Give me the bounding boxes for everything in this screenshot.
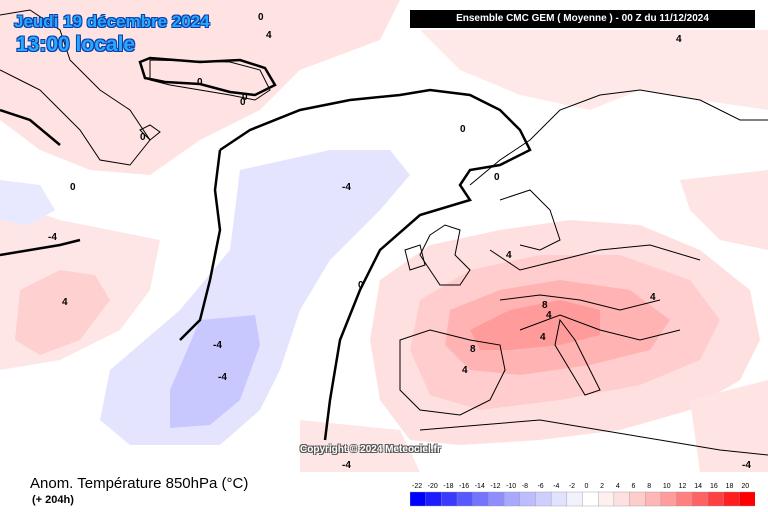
legend-tick-label: 16 [710,483,718,490]
legend-swatch [488,491,505,507]
contour-label: -4 [342,182,351,193]
legend-tick-label: -8 [522,483,528,490]
contour-label: 0 [240,97,246,108]
forecast-date: Jeudi 19 décembre 2024 [14,12,210,31]
legend-swatch [535,491,552,507]
forecast-time: 13:00 locale [16,33,136,56]
legend-tick-label: 8 [647,483,651,490]
legend-swatch [456,491,474,507]
legend-tick-label: -4 [553,483,559,490]
legend-swatch [582,491,599,507]
contour-label: 0 [258,12,264,23]
legend-swatch [723,491,741,507]
legend-swatch [629,491,646,507]
legend-tick-label: 18 [726,483,734,490]
contour-label: 4 [266,30,272,41]
legend-tick-label: -20 [428,483,438,490]
contour-label: -4 [342,460,351,471]
legend-tick-label: 2 [600,483,604,490]
legend-tick-label: -14 [475,483,485,490]
contour-label: -4 [213,340,222,351]
legend-swatch [676,491,693,507]
legend-swatch [660,491,678,507]
legend-tick-label: -22 [412,483,422,490]
contour-label: 0 [197,77,203,88]
legend-swatch [692,491,709,507]
legend-swatch [425,491,443,507]
contour-label: 0 [70,182,76,193]
contour-label: 4 [676,34,682,45]
legend-tick-label: 6 [632,483,636,490]
legend-swatch [645,491,662,507]
contour-label: 0 [140,132,146,143]
legend-tick-label: -6 [537,483,543,490]
contour-label: 0 [494,172,500,183]
legend-tick-label: -18 [443,483,453,490]
legend-swatch [707,491,725,507]
legend-tick-label: 0 [585,483,589,490]
legend-swatch [503,491,521,507]
legend-tick-label: -2 [569,483,575,490]
contour-label: 4 [506,250,512,261]
legend-swatch [472,491,490,507]
legend-swatch [550,491,568,507]
legend-swatch [410,491,427,507]
lead-time: (+ 204h) [32,494,74,506]
legend-tick-label: -12 [490,483,500,490]
legend-swatch [566,491,584,507]
contour-label: 8 [542,300,548,311]
temperature-anomaly-map: 0 0 0 0 0 0 -4 -4 -4 -4 -4 4 4 4 4 4 4 4… [0,0,768,472]
legend-tick-label: 10 [663,483,671,490]
legend-swatch [519,491,537,507]
contour-label: 4 [650,292,656,303]
model-run-label: Ensemble CMC GEM ( Moyenne ) - 00 Z du 1… [410,10,755,28]
legend-tick-label: 14 [694,483,702,490]
zero-contours [0,56,532,441]
legend-tick-label: 12 [679,483,687,490]
legend-swatch [441,491,458,507]
contour-label: -4 [742,460,751,471]
legend-tick-label: 4 [616,483,620,490]
copyright-notice: Copyright © 2024 Meteociel.fr [300,444,441,455]
contour-label: 0 [242,92,248,103]
contour-label: -4 [218,372,227,383]
contour-label: 8 [470,344,476,355]
legend-swatch [597,491,615,507]
legend-tick-label: -16 [459,483,469,490]
coastlines [0,9,768,456]
contour-label: 0 [358,280,364,291]
legend-swatch [613,491,631,507]
contour-label: 4 [62,297,68,308]
contour-label: 4 [540,332,546,343]
contour-label: 4 [462,365,468,376]
legend-swatch [739,491,755,507]
variable-title: Anom. Température 850hPa (°C) [30,475,249,492]
contour-label: 4 [546,310,552,321]
color-scale-legend: -22 -20 -18 -16 -14 -12 -10 -8 -6 -4 -2 0 2 4 6 8 10 12 14… [410,483,755,507]
contour-labels: 0 0 0 0 0 0 -4 -4 -4 -4 -4 4 4 4 4 4 4 4… [48,12,751,471]
legend-tick-label: 20 [741,483,749,490]
contour-label: -4 [48,232,57,243]
legend-tick-label: -10 [506,483,516,490]
contour-label: 0 [460,124,466,135]
